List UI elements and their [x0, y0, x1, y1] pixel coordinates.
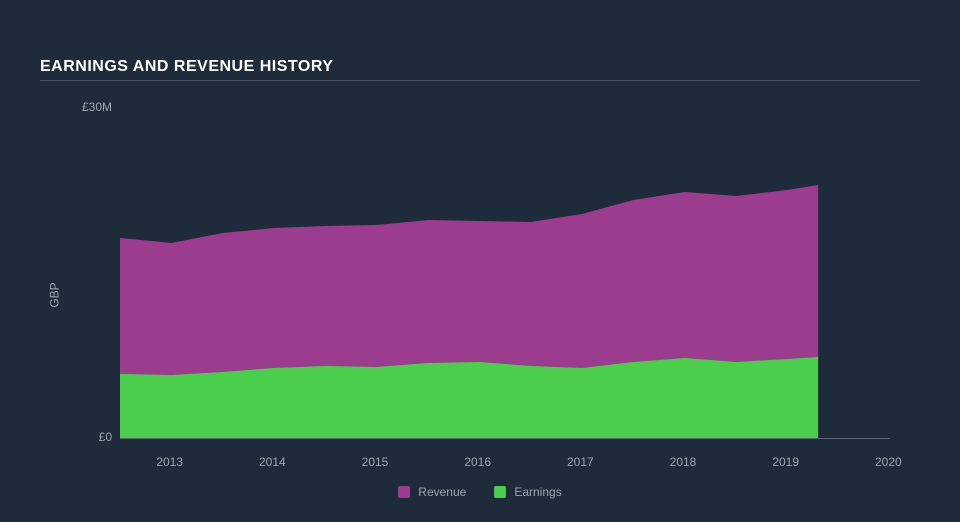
x-tick-label: 2020	[875, 455, 902, 469]
legend-item: Revenue	[398, 485, 466, 499]
x-tick-label: 2016	[464, 455, 491, 469]
x-tick-label: 2018	[670, 455, 697, 469]
x-tick-label: 2019	[772, 455, 799, 469]
y-tick-label: £0	[99, 430, 112, 444]
y-tick-label: £30M	[82, 100, 112, 114]
legend-item: Earnings	[494, 485, 561, 499]
chart-title: EARNINGS AND REVENUE HISTORY	[40, 58, 333, 76]
x-tick-label: 2017	[567, 455, 594, 469]
legend-swatch	[494, 486, 506, 498]
y-axis-label: GBP	[48, 282, 62, 307]
x-tick-label: 2015	[362, 455, 389, 469]
title-underline	[40, 80, 920, 81]
chart-container: EARNINGS AND REVENUE HISTORY GBP Revenue…	[0, 0, 960, 522]
legend-swatch	[398, 486, 410, 498]
area-chart	[120, 138, 890, 440]
x-tick-label: 2014	[259, 455, 286, 469]
legend-label: Revenue	[418, 485, 466, 499]
x-tick-label: 2013	[156, 455, 183, 469]
chart-legend: Revenue Earnings	[0, 485, 960, 499]
legend-label: Earnings	[514, 485, 561, 499]
